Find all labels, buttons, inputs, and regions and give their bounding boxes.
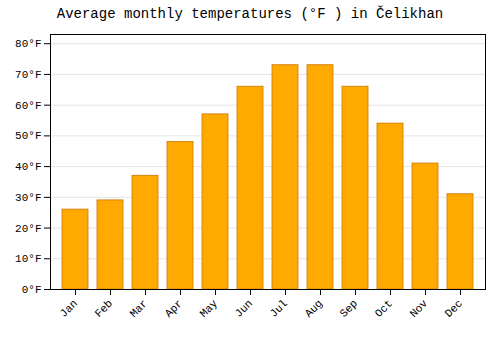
svg-text:70°F: 70°F [15,69,41,81]
svg-text:Jun: Jun [233,297,255,319]
svg-text:Oct: Oct [373,297,395,319]
svg-text:Jan: Jan [58,297,80,319]
svg-text:Sep: Sep [338,297,360,319]
svg-text:Nov: Nov [408,297,431,320]
svg-text:Aug: Aug [303,297,325,319]
svg-text:80°F: 80°F [15,38,41,50]
svg-text:Dec: Dec [443,297,465,319]
svg-text:50°F: 50°F [15,130,41,142]
svg-text:Jul: Jul [268,297,290,319]
svg-text:May: May [198,297,221,320]
html-text:Average monthly temperatures (: Average monthly temperatures (°F ) in Če… [56,6,444,22]
svg-text:40°F: 40°F [15,161,41,173]
svg-text:30°F: 30°F [15,192,41,204]
svg-text:60°F: 60°F [15,100,41,112]
svg-text:0°F: 0°F [22,284,42,296]
svg-text:Feb: Feb [93,297,115,319]
svg-text:20°F: 20°F [15,223,41,235]
svg-text:Mar: Mar [128,297,150,319]
svg-text:Apr: Apr [163,297,185,319]
svg-text:10°F: 10°F [15,253,41,265]
